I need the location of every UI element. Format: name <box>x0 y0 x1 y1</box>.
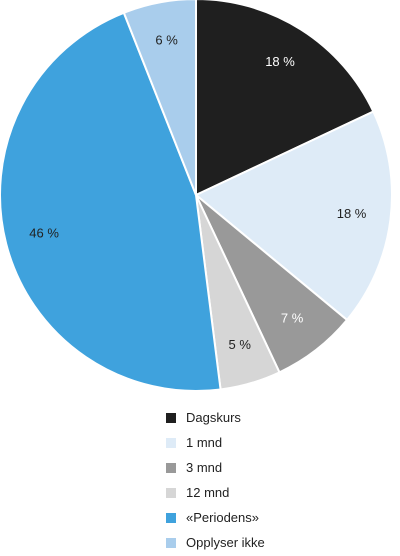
pie-slice-1 <box>194 110 393 322</box>
legend-label: Dagskurs <box>186 410 241 425</box>
slice-value-label-4: 46 % <box>29 225 59 240</box>
legend-swatch <box>166 462 176 473</box>
slice-value-label-3: 5 % <box>229 337 252 352</box>
pie-chart: 18 % 18 % 7 % 5 % 46 % 6 % <box>0 0 393 392</box>
legend-swatch <box>166 537 176 548</box>
legend-swatch <box>166 437 176 448</box>
legend-item-0: Dagskurs <box>166 405 265 430</box>
legend-swatch <box>166 487 176 498</box>
slice-value-label-1: 18 % <box>337 206 367 221</box>
legend: Dagskurs 1 mnd 3 mnd 12 mnd «Periodens» Opply… <box>166 405 265 555</box>
slice-value-label-0: 18 % <box>265 54 295 69</box>
legend-item-4: «Periodens» <box>166 505 265 530</box>
slice-value-label-2: 7 % <box>281 310 304 325</box>
slice-value-label-5: 6 % <box>155 32 178 47</box>
legend-swatch <box>166 512 176 523</box>
legend-item-5: Opplyser ikke <box>166 530 265 555</box>
legend-item-2: 3 mnd <box>166 455 265 480</box>
legend-item-1: 1 mnd <box>166 430 265 455</box>
legend-label: 1 mnd <box>186 435 223 450</box>
legend-label: 12 mnd <box>186 485 230 500</box>
pie-slice-0 <box>195 0 375 197</box>
legend-label: Opplyser ikke <box>186 535 265 550</box>
pie-slice-5 <box>122 0 197 196</box>
pie-slice-4 <box>0 11 222 392</box>
legend-item-3: 12 mnd <box>166 480 265 505</box>
legend-label: «Periodens» <box>186 510 259 525</box>
legend-swatch <box>166 412 176 423</box>
legend-label: 3 mnd <box>186 460 223 475</box>
